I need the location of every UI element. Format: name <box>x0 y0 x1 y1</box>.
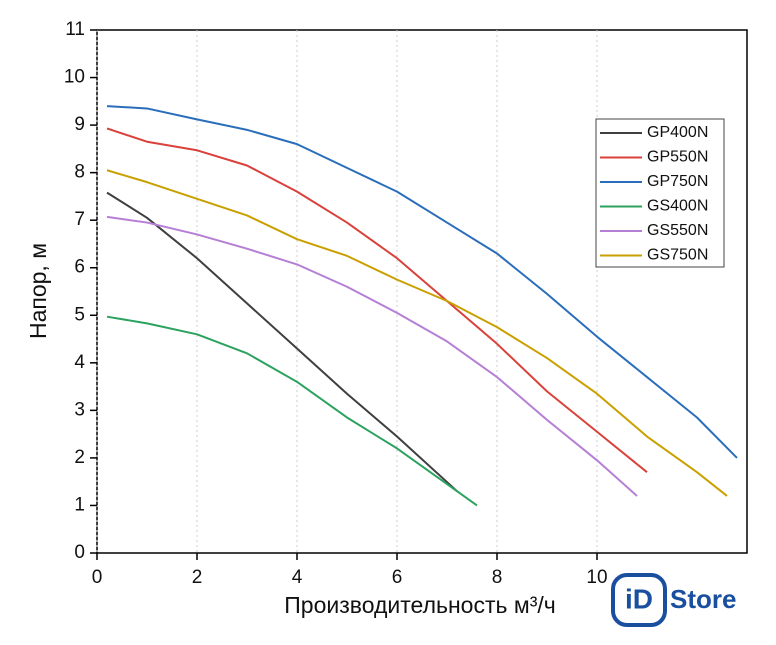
legend-label: GP550N <box>647 149 708 166</box>
series-line <box>106 169 728 497</box>
y-tick-label: 6 <box>74 257 85 278</box>
x-tick-label: 4 <box>292 567 303 588</box>
x-tick-label: 2 <box>192 567 203 588</box>
y-tick-label: 1 <box>74 494 85 515</box>
legend: GP400N GP550N GP750N GS400N GS550N GS750N <box>600 124 708 264</box>
y-axis-label: Напор, м <box>25 243 51 339</box>
logo-text: Store <box>670 584 736 614</box>
legend-label: GS550N <box>647 222 708 239</box>
series-line <box>106 191 458 492</box>
legend-label: GS750N <box>647 247 708 264</box>
x-axis-label: Производительность м³/ч <box>284 592 555 618</box>
y-tick-label: 7 <box>74 209 85 230</box>
y-tick-label: 9 <box>74 114 85 135</box>
y-tick-label: 11 <box>65 19 85 40</box>
y-tick-label: 2 <box>74 447 85 468</box>
x-tick-label: 8 <box>492 567 503 588</box>
y-tick-label: 10 <box>64 67 85 88</box>
plot-frame <box>96 29 748 554</box>
y-tick-label: 4 <box>74 352 85 373</box>
legend-label: GP750N <box>647 173 708 190</box>
legend-label: GP400N <box>647 124 708 141</box>
series-line <box>106 105 738 459</box>
y-tick-label: 8 <box>74 162 85 183</box>
x-tick-label: 0 <box>92 567 103 588</box>
plot-area: 0 2 4 6 8 10 0 1 2 3 4 5 6 7 8 9 10 11 <box>64 19 738 588</box>
logo: iD Store <box>611 573 736 627</box>
y-tick-label: 5 <box>74 304 85 325</box>
y-tick-label: 0 <box>74 542 85 563</box>
logo-mark: iD <box>625 583 653 614</box>
legend-box <box>595 118 725 268</box>
x-tick-label: 10 <box>586 567 607 588</box>
y-tick-label: 3 <box>74 399 85 420</box>
series-line <box>106 215 638 497</box>
logo-badge <box>611 573 667 627</box>
x-tick-label: 6 <box>392 567 403 588</box>
series-line <box>106 315 478 507</box>
legend-label: GS400N <box>647 198 708 215</box>
series-line <box>106 127 648 473</box>
